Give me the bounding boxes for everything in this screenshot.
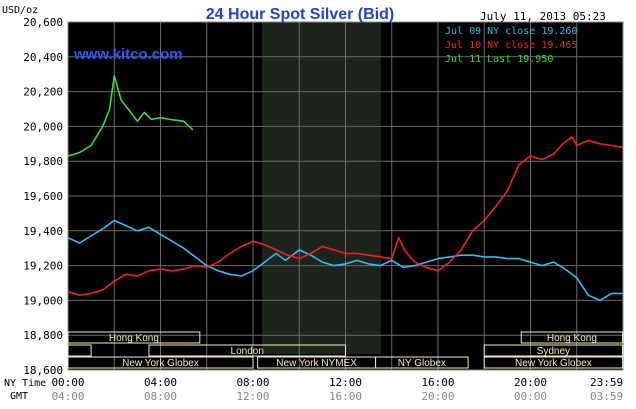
legend: Jul 09 NY close 19.260 Jul 10 NY close 1…	[445, 26, 577, 65]
y-tick-label: 20,600	[23, 16, 63, 29]
y-tick-label: 18,800	[23, 329, 63, 342]
series-line-2	[67, 75, 194, 157]
x-tick-label-gmt: 20:00	[421, 390, 454, 403]
market-bar-ny-globex-2	[483, 356, 624, 369]
legend-entry-jul09: Jul 09 NY close 19.260	[445, 26, 577, 37]
x-tick-label-ny: 23:59	[590, 376, 623, 389]
x-tick-label-ny: 08:00	[236, 376, 269, 389]
ny-time-label: NY Time	[4, 378, 46, 389]
market-bar-sydney-label: Sydney	[537, 346, 570, 357]
x-tick-label-ny: 00:00	[51, 376, 84, 389]
plot-border	[67, 21, 624, 371]
y-tick-label: 19,000	[23, 294, 63, 307]
x-tick-label-ny: 16:00	[421, 376, 454, 389]
market-bar-ny-globex-label: New York Globex	[122, 358, 199, 369]
market-bar-ny-globex-short	[375, 356, 469, 369]
market-bar-hong-kong-label: Hong Kong	[109, 333, 159, 344]
y-tick-label: 20,000	[23, 120, 63, 133]
y-tick-label: 19,200	[23, 260, 63, 273]
series-layer	[67, 75, 623, 302]
nymex-session-shade	[262, 22, 381, 354]
market-bar-ny-globex	[67, 356, 254, 369]
x-tick-label-gmt: 08:00	[144, 390, 177, 403]
y-tick-label: 19,400	[23, 225, 63, 238]
market-bar-hong-kong-2	[520, 331, 624, 344]
y-tick-label: 18,600	[23, 364, 63, 377]
x-tick-label-gmt: 04:00	[51, 390, 84, 403]
market-bar-london	[148, 344, 346, 357]
gmt-label: GMT	[10, 391, 28, 402]
y-tick-label: 20,400	[23, 51, 63, 64]
series-line-0	[67, 219, 623, 302]
x-tick-label-ny: 12:00	[329, 376, 362, 389]
legend-entry-jul11: Jul 11 Last 19.950	[445, 54, 553, 65]
y-tick-label: 19,600	[23, 190, 63, 203]
x-tick-label-ny: 04:00	[144, 376, 177, 389]
market-bar-ny-globex-short-label: NY Globex	[398, 358, 446, 369]
series-line-1	[67, 136, 623, 296]
market-bar-london-label: London	[231, 346, 264, 357]
kitco-watermark: www.kitco.com	[73, 46, 183, 63]
y-axis-unit-label: USD/oz	[2, 5, 38, 16]
y-tick-labels: 20,600 20,400 20,200 20,000 19,800 19,600 19,4…	[23, 16, 63, 377]
x-tick-label-gmt: 12:00	[236, 390, 269, 403]
x-tick-label-gmt: 03:59	[590, 390, 623, 403]
chart-title: 24 Hour Spot Silver (Bid)	[206, 6, 394, 23]
y-tick-label: 19,800	[23, 155, 63, 168]
market-bar-sydney-early	[67, 344, 92, 357]
legend-entry-jul10: Jul 10 NY close 19.465	[445, 40, 577, 51]
chart-timestamp: July 11, 2013 05:23	[480, 10, 606, 23]
x-tick-label-gmt: 16:00	[329, 390, 362, 403]
market-bar-ny-globex-2-label: New York Globex	[515, 358, 592, 369]
grid-lines	[67, 21, 624, 371]
market-bar-hong-kong-2-label: Hong Kong	[547, 333, 597, 344]
market-bar-ny-nymex-label: New York NYMEX	[276, 358, 357, 369]
x-tick-label-ny: 20:00	[514, 376, 547, 389]
y-tick-label: 20,200	[23, 86, 63, 99]
market-bar-hong-kong	[67, 331, 201, 344]
x-tick-label-gmt: 00:00	[514, 390, 547, 403]
market-bar-sydney	[483, 344, 624, 357]
x-tick-labels: 00:00 04:00 08:00 12:00 16:00 20:00 23:5904:00…	[51, 376, 623, 403]
